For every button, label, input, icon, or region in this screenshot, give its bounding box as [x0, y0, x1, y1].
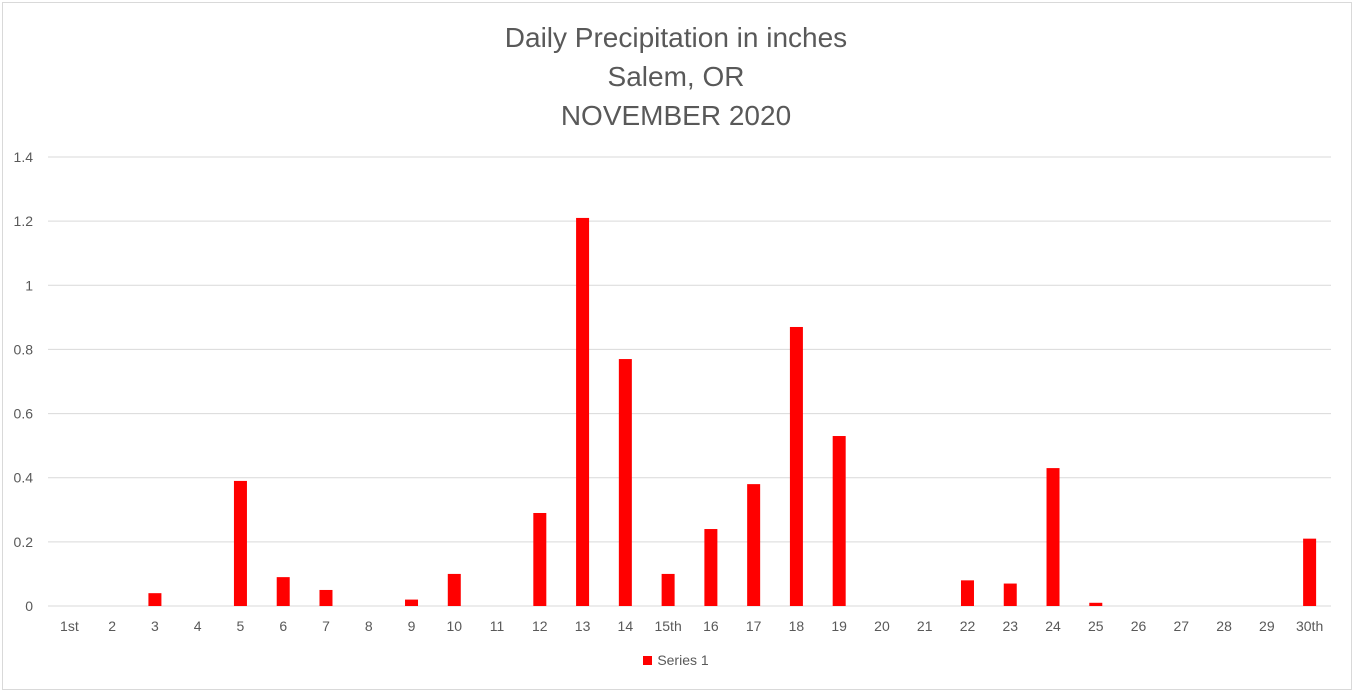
- legend-swatch: [643, 656, 653, 665]
- x-tick-label: 14: [618, 618, 634, 634]
- x-tick-label: 18: [789, 618, 805, 634]
- x-tick-label: 22: [960, 618, 976, 634]
- bar: [789, 326, 803, 606]
- x-tick-label: 25: [1088, 618, 1104, 634]
- bar: [1046, 468, 1060, 606]
- bar: [276, 577, 290, 606]
- y-tick-label: 0.8: [14, 341, 34, 357]
- bars: [148, 217, 1317, 606]
- x-tick-label: 6: [279, 618, 287, 634]
- y-tick-label: 1.4: [14, 149, 34, 165]
- legend-label: Series 1: [657, 652, 709, 668]
- x-tick-label: 5: [237, 618, 245, 634]
- y-axis-ticks: 0 0.2 0.4 0.6 0.8 1 1.2 1.4: [14, 149, 34, 614]
- x-axis-ticks: 1st 2 3 4 5 6 7 8 9 10 11 12 13 14 15th 16 17 18 19 20 21 22 2…: [60, 618, 1323, 634]
- bar: [1089, 602, 1103, 606]
- bar: [960, 580, 974, 606]
- x-tick-label: 23: [1002, 618, 1018, 634]
- y-tick-label: 1: [25, 277, 33, 293]
- x-tick-label: 30th: [1296, 618, 1323, 634]
- x-tick-label: 24: [1045, 618, 1061, 634]
- x-tick-label: 27: [1174, 618, 1190, 634]
- x-tick-label: 4: [194, 618, 202, 634]
- y-tick-label: 1.2: [14, 213, 34, 229]
- bar: [533, 512, 547, 606]
- x-tick-label: 10: [446, 618, 462, 634]
- x-tick-label: 15th: [654, 618, 681, 634]
- bar: [618, 359, 632, 606]
- x-tick-label: 13: [575, 618, 591, 634]
- chart-title-line-3: NOVEMBER 2020: [560, 100, 792, 131]
- x-tick-label: 20: [874, 618, 890, 634]
- y-tick-label: 0.2: [14, 534, 34, 550]
- x-tick-label: 8: [365, 618, 373, 634]
- x-tick-label: 3: [151, 618, 159, 634]
- y-tick-label: 0.6: [14, 406, 34, 422]
- x-tick-label: 29: [1259, 618, 1275, 634]
- bar: [704, 529, 718, 606]
- x-tick-label: 26: [1131, 618, 1147, 634]
- bar: [1003, 583, 1017, 606]
- bar: [661, 573, 675, 606]
- chart-title: Daily Precipitation in inches Salem, OR …: [0, 18, 1352, 135]
- y-tick-label: 0: [25, 598, 33, 614]
- bar: [747, 484, 761, 606]
- x-tick-label: 12: [532, 618, 548, 634]
- bar: [447, 573, 461, 606]
- bar: [233, 480, 247, 606]
- chart-title-line-2: Salem, OR: [607, 61, 745, 92]
- gridlines: [48, 156, 1331, 607]
- bar: [405, 599, 419, 606]
- x-tick-label: 17: [746, 618, 762, 634]
- bar: [319, 589, 333, 606]
- x-tick-label: 28: [1216, 618, 1232, 634]
- x-tick-label: 11: [490, 618, 505, 634]
- x-tick-label: 16: [703, 618, 719, 634]
- x-tick-label: 21: [917, 618, 933, 634]
- bar: [1303, 538, 1317, 606]
- x-tick-label: 1st: [60, 618, 79, 634]
- y-tick-label: 0.4: [14, 470, 34, 486]
- x-tick-label: 2: [108, 618, 116, 634]
- chart-title-line-1: Daily Precipitation in inches: [504, 22, 848, 53]
- x-tick-label: 19: [831, 618, 847, 634]
- x-tick-label: 9: [408, 618, 416, 634]
- bar: [148, 593, 162, 606]
- legend: Series 1: [0, 652, 1352, 668]
- bar: [576, 217, 590, 606]
- bar: [832, 436, 846, 606]
- x-tick-label: 7: [322, 618, 330, 634]
